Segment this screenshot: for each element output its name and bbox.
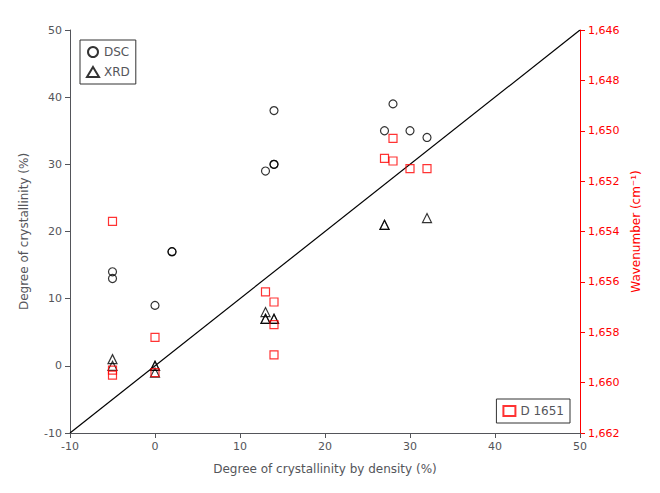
svg-text:10: 10 <box>233 440 247 453</box>
svg-text:50: 50 <box>573 440 587 453</box>
svg-text:Degree of crystallinity (%): Degree of crystallinity (%) <box>17 153 31 310</box>
svg-text:Wavenumber (cm⁻¹): Wavenumber (cm⁻¹) <box>629 170 643 292</box>
svg-text:Degree of crystallinity by den: Degree of crystallinity by density (%) <box>213 462 437 476</box>
svg-text:XRD: XRD <box>104 65 130 79</box>
svg-text:20: 20 <box>48 225 62 238</box>
svg-text:0: 0 <box>55 359 62 372</box>
svg-text:1,658: 1,658 <box>588 326 620 339</box>
svg-text:0: 0 <box>152 440 159 453</box>
svg-text:30: 30 <box>403 440 417 453</box>
svg-text:1,654: 1,654 <box>588 225 620 238</box>
svg-text:-10: -10 <box>44 427 62 440</box>
svg-text:40: 40 <box>488 440 502 453</box>
svg-text:30: 30 <box>48 158 62 171</box>
svg-text:1,648: 1,648 <box>588 74 620 87</box>
svg-text:1,650: 1,650 <box>588 124 620 137</box>
svg-text:50: 50 <box>48 24 62 37</box>
svg-text:1,660: 1,660 <box>588 376 620 389</box>
svg-text:40: 40 <box>48 91 62 104</box>
svg-text:10: 10 <box>48 292 62 305</box>
svg-text:DSC: DSC <box>104 45 129 59</box>
svg-text:20: 20 <box>318 440 332 453</box>
svg-text:1,652: 1,652 <box>588 175 620 188</box>
svg-text:1,646: 1,646 <box>588 24 620 37</box>
svg-text:1,662: 1,662 <box>588 427 620 440</box>
svg-text:-10: -10 <box>61 440 79 453</box>
svg-text:D 1651: D 1651 <box>520 404 564 418</box>
svg-text:1,656: 1,656 <box>588 275 620 288</box>
